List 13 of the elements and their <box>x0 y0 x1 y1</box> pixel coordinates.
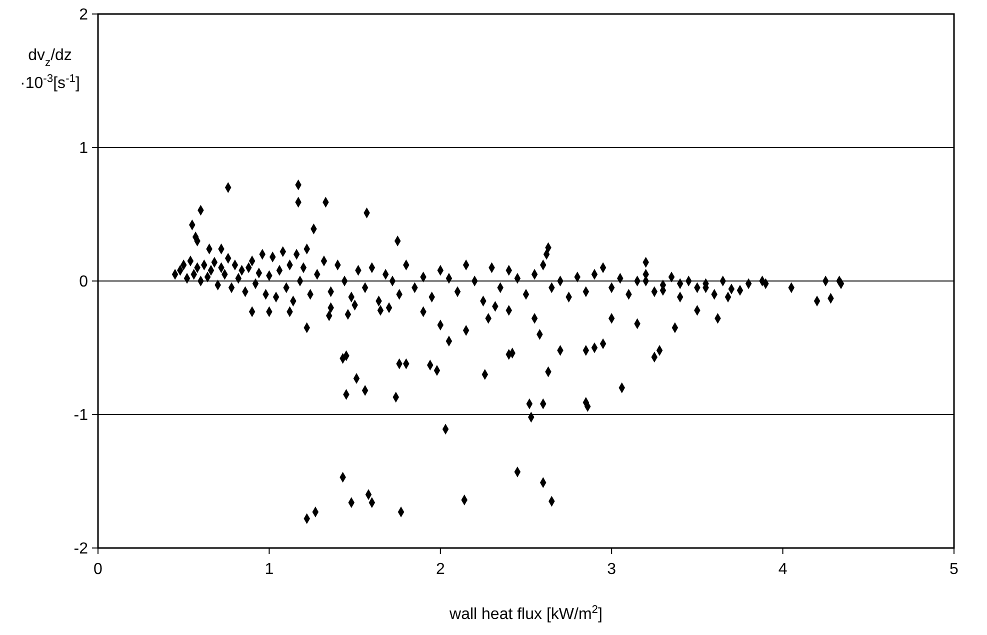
y-tick-label: 1 <box>79 140 88 158</box>
x-tick-label: 5 <box>950 561 959 578</box>
x-tick-label: 0 <box>94 561 103 578</box>
x-tick-label: 2 <box>436 561 445 578</box>
y-axis-title: dv$_{z}$/dz ·10$^{-3}$[s$^{-1}$] <box>20 47 80 92</box>
x-tick-label: 4 <box>778 561 788 578</box>
y-tick-label: 0 <box>79 274 88 291</box>
x-tick-label: 1 <box>264 561 274 578</box>
y-tick-label: -2 <box>74 540 88 558</box>
x-axis-title: wall heat flux [kW/m$^{2}$] <box>448 604 602 623</box>
y-tick-label: -1 <box>74 407 88 424</box>
y-tick-label: 2 <box>79 6 88 24</box>
x-tick-label: 3 <box>607 561 616 578</box>
